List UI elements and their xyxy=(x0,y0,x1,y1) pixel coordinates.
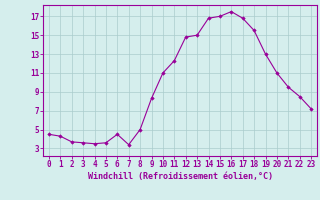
X-axis label: Windchill (Refroidissement éolien,°C): Windchill (Refroidissement éolien,°C) xyxy=(87,172,273,181)
